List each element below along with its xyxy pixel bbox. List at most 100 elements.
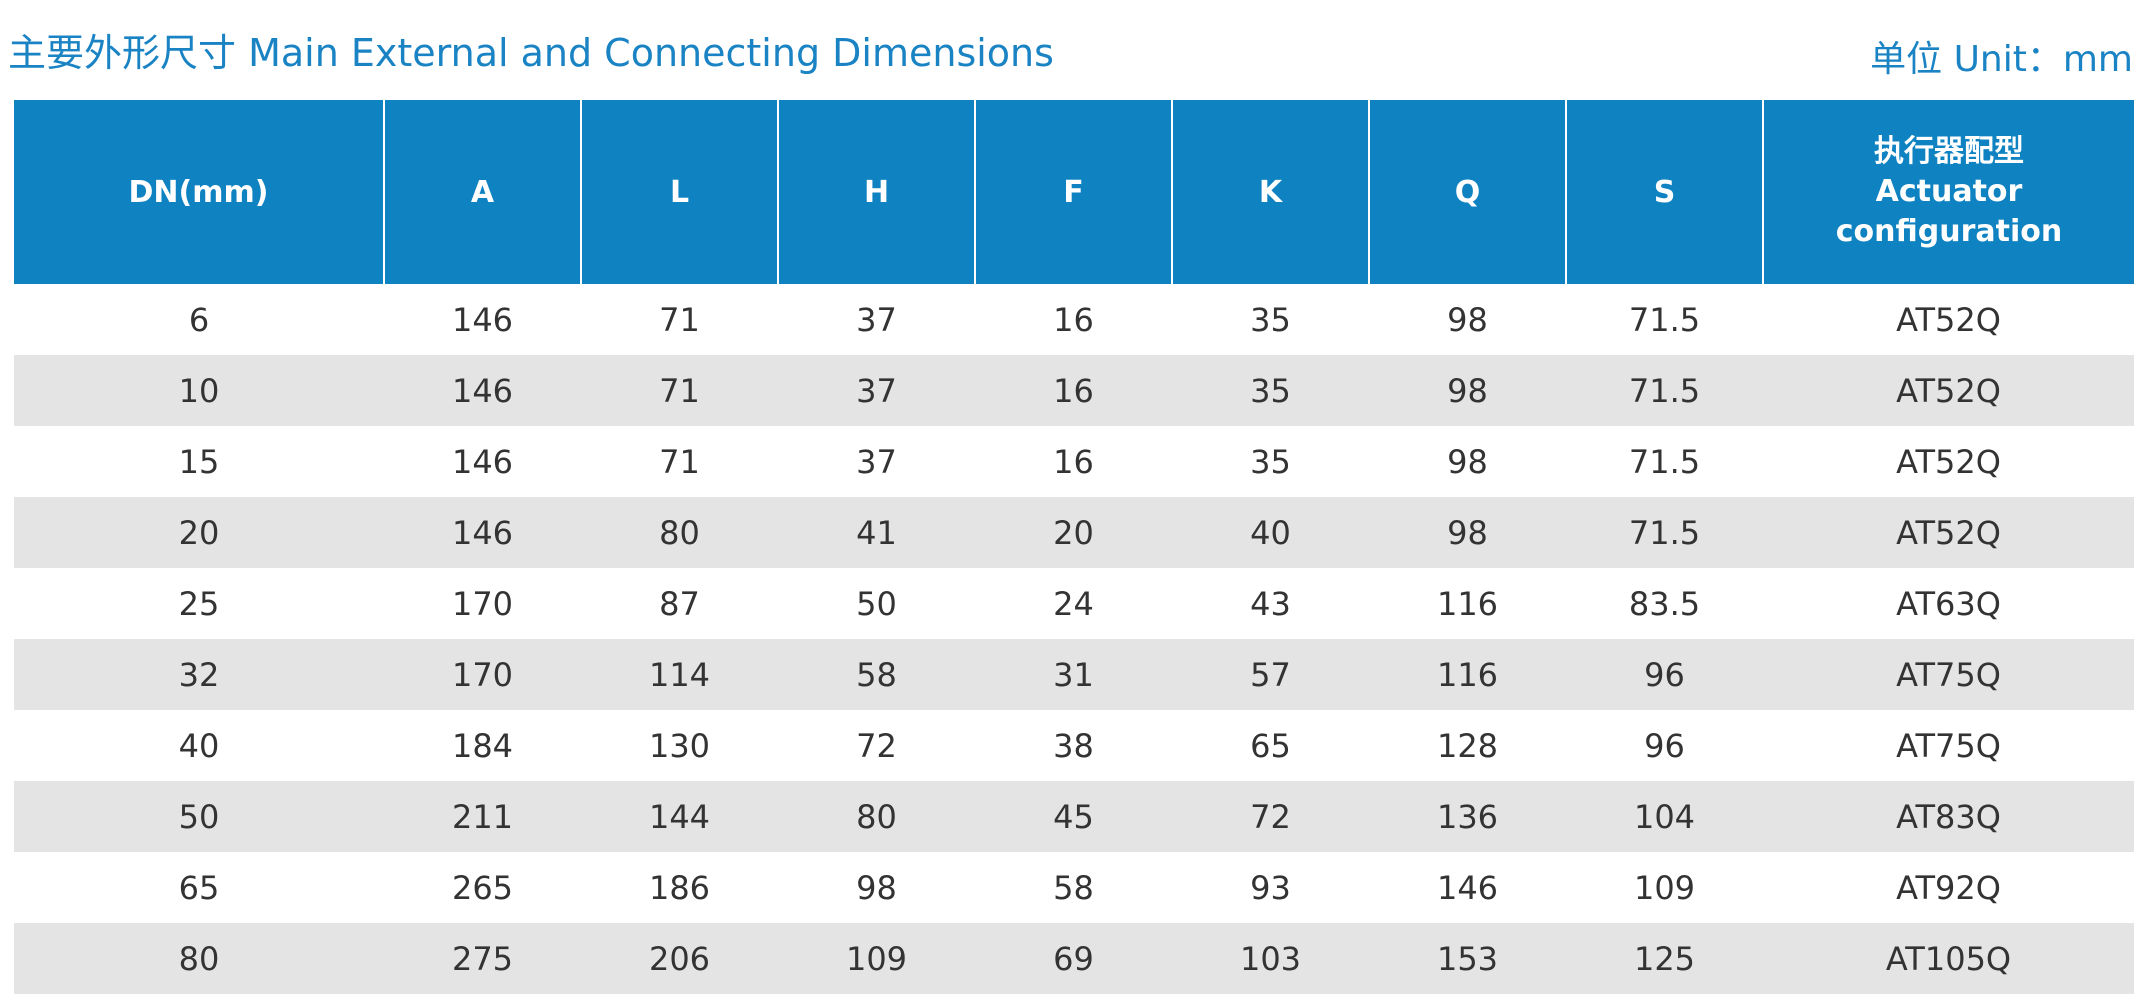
column-header-l: L bbox=[581, 100, 779, 284]
cell-s: 71.5 bbox=[1566, 497, 1763, 568]
cell-l: 130 bbox=[581, 710, 778, 781]
cell-q: 98 bbox=[1369, 284, 1566, 355]
cell-a: 146 bbox=[384, 355, 581, 426]
cell-a: 275 bbox=[384, 923, 581, 994]
cell-k: 72 bbox=[1172, 781, 1369, 852]
cell-s: 71.5 bbox=[1566, 355, 1763, 426]
table-row: 65 265 186 98 58 93 146 109 AT92Q bbox=[14, 852, 2134, 923]
cell-k: 65 bbox=[1172, 710, 1369, 781]
cell-l: 80 bbox=[581, 497, 778, 568]
cell-actuator: AT52Q bbox=[1763, 355, 2134, 426]
cell-h: 109 bbox=[778, 923, 975, 994]
cell-a: 146 bbox=[384, 497, 581, 568]
cell-l: 71 bbox=[581, 284, 778, 355]
cell-actuator: AT52Q bbox=[1763, 284, 2134, 355]
cell-s: 109 bbox=[1566, 852, 1763, 923]
cell-actuator: AT75Q bbox=[1763, 639, 2134, 710]
column-header-q: Q bbox=[1369, 100, 1567, 284]
table-row: 15 146 71 37 16 35 98 71.5 AT52Q bbox=[14, 426, 2134, 497]
cell-k: 93 bbox=[1172, 852, 1369, 923]
cell-f: 31 bbox=[975, 639, 1172, 710]
cell-k: 57 bbox=[1172, 639, 1369, 710]
cell-q: 116 bbox=[1369, 639, 1566, 710]
column-header-s: S bbox=[1566, 100, 1764, 284]
cell-dn: 40 bbox=[14, 710, 384, 781]
table-body: 6 146 71 37 16 35 98 71.5 AT52Q 10 146 71 37 16 35 98 71… bbox=[14, 284, 2134, 994]
cell-actuator: AT92Q bbox=[1763, 852, 2134, 923]
cell-k: 40 bbox=[1172, 497, 1369, 568]
column-header-a: A bbox=[384, 100, 582, 284]
column-header-h: H bbox=[778, 100, 976, 284]
cell-dn: 20 bbox=[14, 497, 384, 568]
table-row: 10 146 71 37 16 35 98 71.5 AT52Q bbox=[14, 355, 2134, 426]
cell-q: 116 bbox=[1369, 568, 1566, 639]
cell-actuator: AT83Q bbox=[1763, 781, 2134, 852]
cell-h: 50 bbox=[778, 568, 975, 639]
cell-f: 38 bbox=[975, 710, 1172, 781]
cell-q: 98 bbox=[1369, 497, 1566, 568]
cell-s: 71.5 bbox=[1566, 426, 1763, 497]
cell-h: 37 bbox=[778, 355, 975, 426]
cell-actuator: AT63Q bbox=[1763, 568, 2134, 639]
cell-f: 69 bbox=[975, 923, 1172, 994]
table-row: 32 170 114 58 31 57 116 96 AT75Q bbox=[14, 639, 2134, 710]
cell-f: 16 bbox=[975, 355, 1172, 426]
table-row: 6 146 71 37 16 35 98 71.5 AT52Q bbox=[14, 284, 2134, 355]
column-header-actuator: 执行器配型 Actuator configuration bbox=[1763, 100, 2134, 284]
cell-q: 146 bbox=[1369, 852, 1566, 923]
cell-k: 35 bbox=[1172, 426, 1369, 497]
cell-l: 186 bbox=[581, 852, 778, 923]
cell-l: 71 bbox=[581, 355, 778, 426]
cell-l: 71 bbox=[581, 426, 778, 497]
cell-h: 72 bbox=[778, 710, 975, 781]
cell-s: 96 bbox=[1566, 639, 1763, 710]
cell-s: 104 bbox=[1566, 781, 1763, 852]
actuator-header-en-1: Actuator bbox=[1875, 174, 2023, 209]
cell-f: 24 bbox=[975, 568, 1172, 639]
cell-k: 103 bbox=[1172, 923, 1369, 994]
cell-s: 71.5 bbox=[1566, 284, 1763, 355]
cell-q: 128 bbox=[1369, 710, 1566, 781]
cell-dn: 15 bbox=[14, 426, 384, 497]
table-header: DN(mm) A L H F K Q S 执行器配型 Actuator conf… bbox=[14, 100, 2134, 284]
cell-dn: 6 bbox=[14, 284, 384, 355]
cell-dn: 80 bbox=[14, 923, 384, 994]
cell-actuator: AT75Q bbox=[1763, 710, 2134, 781]
column-header-dn: DN(mm) bbox=[14, 100, 385, 284]
cell-dn: 32 bbox=[14, 639, 384, 710]
cell-dn: 10 bbox=[14, 355, 384, 426]
cell-l: 114 bbox=[581, 639, 778, 710]
cell-l: 206 bbox=[581, 923, 778, 994]
cell-h: 37 bbox=[778, 284, 975, 355]
dimensions-table: DN(mm) A L H F K Q S 执行器配型 Actuator conf… bbox=[14, 100, 2134, 994]
cell-a: 146 bbox=[384, 426, 581, 497]
column-header-k: K bbox=[1172, 100, 1370, 284]
cell-a: 170 bbox=[384, 568, 581, 639]
unit-label: 单位 Unit：mm bbox=[1870, 39, 2133, 80]
cell-a: 170 bbox=[384, 639, 581, 710]
actuator-header-cn: 执行器配型 bbox=[1874, 134, 2024, 169]
title-bar: 主要外形尺寸 Main External and Connecting Dime… bbox=[0, 0, 2143, 100]
cell-a: 184 bbox=[384, 710, 581, 781]
cell-s: 125 bbox=[1566, 923, 1763, 994]
table-row: 80 275 206 109 69 103 153 125 AT105Q bbox=[14, 923, 2134, 994]
cell-f: 16 bbox=[975, 284, 1172, 355]
cell-dn: 65 bbox=[14, 852, 384, 923]
cell-actuator: AT105Q bbox=[1763, 923, 2134, 994]
cell-dn: 25 bbox=[14, 568, 384, 639]
page-title: 主要外形尺寸 Main External and Connecting Dime… bbox=[8, 31, 1054, 75]
cell-f: 58 bbox=[975, 852, 1172, 923]
cell-h: 37 bbox=[778, 426, 975, 497]
cell-h: 80 bbox=[778, 781, 975, 852]
cell-l: 144 bbox=[581, 781, 778, 852]
cell-k: 35 bbox=[1172, 355, 1369, 426]
cell-a: 146 bbox=[384, 284, 581, 355]
cell-actuator: AT52Q bbox=[1763, 497, 2134, 568]
cell-s: 96 bbox=[1566, 710, 1763, 781]
cell-f: 45 bbox=[975, 781, 1172, 852]
cell-f: 16 bbox=[975, 426, 1172, 497]
cell-q: 98 bbox=[1369, 426, 1566, 497]
cell-dn: 50 bbox=[14, 781, 384, 852]
cell-f: 20 bbox=[975, 497, 1172, 568]
cell-actuator: AT52Q bbox=[1763, 426, 2134, 497]
